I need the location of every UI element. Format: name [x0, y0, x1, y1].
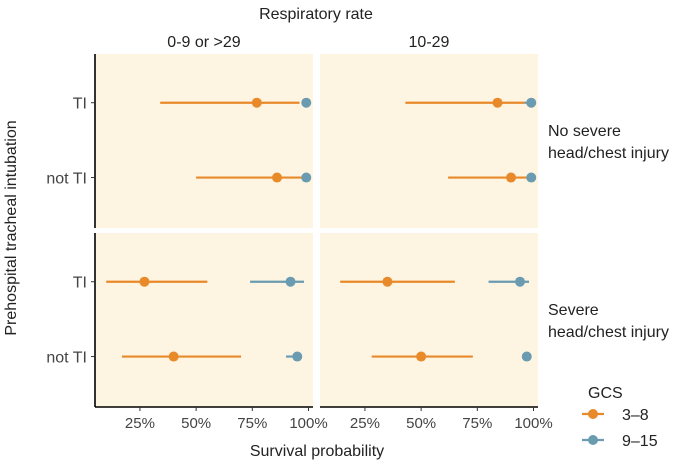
panel-background-r0-c1 — [320, 54, 538, 228]
panel-r0-c0 — [160, 97, 312, 183]
point-not-ti-gcs-9-15 — [301, 172, 312, 183]
x-tick-label: 50% — [181, 415, 211, 432]
point-not-ti-gcs-9-15 — [292, 351, 303, 362]
x-tick-label: 50% — [406, 415, 436, 432]
row-facet-labels: No severe head/chest injury Severe head/che… — [548, 123, 669, 341]
column-facet-label: 0-9 or >29 — [167, 34, 240, 51]
point-ti-gcs-9-15 — [526, 97, 537, 108]
row-facet-label: Severe head/chest injury — [548, 302, 669, 341]
point-not-ti-gcs-9-15 — [526, 172, 537, 183]
point-ti-gcs-9-15 — [301, 97, 312, 108]
point-not-ti-gcs-3-8 — [272, 172, 283, 183]
y-tick-labels: TI not TI TI not TI — [46, 96, 95, 367]
legend-key-point — [588, 435, 598, 445]
point-not-ti-gcs-9-15 — [521, 351, 532, 362]
top-title: Respiratory rate — [259, 6, 373, 23]
x-tick-label: 25% — [125, 415, 155, 432]
panel-r1-c1 — [340, 276, 532, 362]
legend-label: 9–15 — [622, 433, 658, 450]
y-tick-label: not TI — [46, 171, 87, 188]
legend-label: 3–8 — [622, 407, 649, 424]
point-ti-gcs-3-8 — [139, 276, 150, 287]
x-axis-title: Survival probability — [250, 443, 384, 460]
panel-r0-c1 — [405, 97, 537, 183]
point-not-ti-gcs-3-8 — [416, 351, 427, 362]
panels — [94, 54, 538, 408]
legend-title: GCS — [588, 385, 623, 402]
x-tick-label: 75% — [462, 415, 492, 432]
x-tick-label: 100% — [514, 415, 552, 432]
point-ti-gcs-3-8 — [492, 97, 503, 108]
point-ti-gcs-3-8 — [382, 276, 393, 287]
x-tick-label: 75% — [237, 415, 267, 432]
y-tick-label: TI — [73, 96, 87, 113]
legend: GCS 3–8 9–15 — [582, 385, 658, 450]
y-axis-title: Prehospital tracheal intubation — [3, 120, 20, 335]
x-tick-label: 100% — [289, 415, 327, 432]
y-tick-label: TI — [73, 275, 87, 292]
point-ti-gcs-3-8 — [251, 97, 262, 108]
point-not-ti-gcs-3-8 — [168, 351, 179, 362]
panel-r1-c0 — [106, 276, 305, 362]
point-ti-gcs-9-15 — [515, 276, 526, 287]
column-facet-label: 10-29 — [409, 34, 450, 51]
column-facet-labels: 0-9 or >29 10-29 — [167, 34, 449, 51]
point-not-ti-gcs-3-8 — [506, 172, 517, 183]
panel-background-r0-c0 — [95, 54, 313, 228]
point-ti-gcs-9-15 — [285, 276, 296, 287]
panel-background-r1-c1 — [320, 233, 538, 407]
legend-key-point — [588, 409, 598, 419]
x-tick-labels: 25% 50% 75% 100% 25% 50% 75% 100% — [125, 407, 553, 432]
x-tick-label: 25% — [350, 415, 380, 432]
panel-background-r1-c0 — [95, 233, 313, 407]
y-tick-label: not TI — [46, 350, 87, 367]
row-facet-label: No severe head/chest injury — [548, 123, 669, 162]
